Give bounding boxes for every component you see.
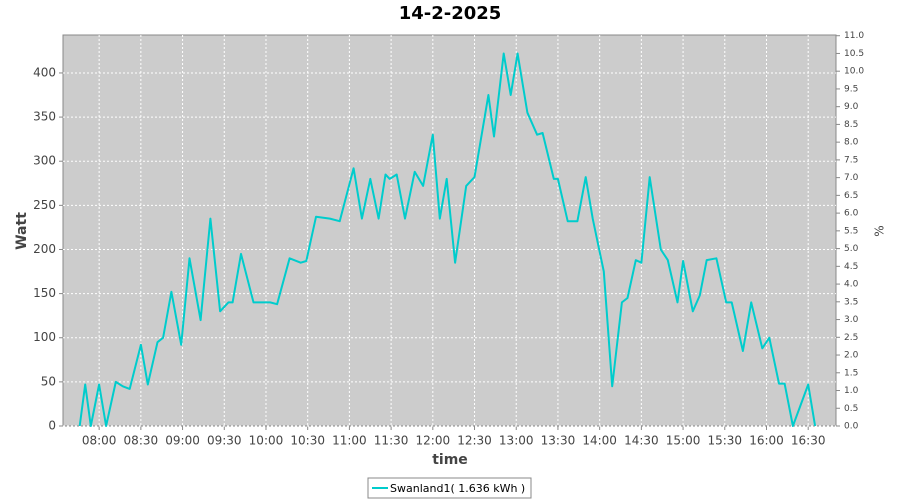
y2-tick-label: 9.5 bbox=[844, 84, 858, 94]
y2-tick-label: 6.0 bbox=[844, 209, 859, 219]
plot-area bbox=[62, 34, 837, 427]
x-tick-label: 16:00 bbox=[749, 434, 784, 448]
y2-tick-label: 4.5 bbox=[844, 262, 858, 272]
y-tick-label: 0 bbox=[48, 419, 56, 433]
x-tick-label: 10:30 bbox=[290, 434, 325, 448]
y-tick-label: 100 bbox=[33, 330, 56, 344]
y2-tick-label: 8.0 bbox=[844, 138, 859, 148]
y2-tick-label: 11.0 bbox=[844, 31, 864, 41]
legend-label: Swanland1( 1.636 kWh ) bbox=[390, 482, 525, 495]
y2-tick-label: 2.5 bbox=[844, 333, 858, 343]
x-tick-label: 11:00 bbox=[332, 434, 367, 448]
y-tick-label: 350 bbox=[33, 110, 56, 124]
x-axis-label: time bbox=[432, 452, 468, 468]
y2-tick-label: 9.0 bbox=[844, 102, 859, 112]
x-tick-label: 08:30 bbox=[124, 434, 159, 448]
y2-tick-label: 7.0 bbox=[844, 173, 859, 183]
y2-tick-label: 6.5 bbox=[844, 191, 858, 201]
y-tick-label: 200 bbox=[33, 242, 56, 256]
data-line bbox=[78, 52, 817, 427]
y2-tick-label: 0.5 bbox=[844, 404, 858, 414]
x-tick-label: 11:30 bbox=[374, 434, 409, 448]
x-tick-label: 16:30 bbox=[791, 434, 826, 448]
x-tick-label: 15:00 bbox=[666, 434, 701, 448]
y-tick-label: 300 bbox=[33, 154, 56, 168]
x-tick-label: 09:30 bbox=[207, 434, 242, 448]
x-tick-label: 13:00 bbox=[499, 434, 534, 448]
y-tick-label: 150 bbox=[33, 286, 56, 300]
y2-tick-label: 10.0 bbox=[844, 67, 864, 77]
x-tick-label: 08:00 bbox=[82, 434, 117, 448]
y-tick-label: 50 bbox=[41, 374, 56, 388]
y2-tick-label: 1.5 bbox=[844, 368, 858, 378]
y2-tick-label: 0.0 bbox=[844, 422, 859, 432]
x-tick-label: 14:00 bbox=[582, 434, 617, 448]
x-tick-label: 14:30 bbox=[624, 434, 659, 448]
y2-tick-label: 4.0 bbox=[844, 280, 859, 290]
x-tick-label: 12:30 bbox=[457, 434, 492, 448]
y2-tick-label: 8.5 bbox=[844, 120, 858, 130]
y2-tick-label: 3.0 bbox=[844, 315, 859, 325]
y2-tick-label: 5.0 bbox=[844, 244, 859, 254]
y2-tick-label: 1.0 bbox=[844, 386, 859, 396]
y2-tick-label: 5.5 bbox=[844, 226, 858, 236]
y2-tick-label: 10.5 bbox=[844, 49, 864, 59]
x-tick-label: 13:30 bbox=[541, 434, 576, 448]
y2-tick-label: 7.5 bbox=[844, 155, 858, 165]
chart-title: 14-2-2025 bbox=[399, 3, 502, 24]
x-tick-label: 15:30 bbox=[707, 434, 742, 448]
y2-tick-label: 2.0 bbox=[844, 351, 859, 361]
y2-tick-label: 3.5 bbox=[844, 297, 858, 307]
y2-axis-label: % bbox=[873, 225, 887, 236]
x-tick-label: 09:00 bbox=[165, 434, 200, 448]
x-tick-label: 10:00 bbox=[249, 434, 284, 448]
y-axis-label: Watt bbox=[14, 212, 30, 250]
legend bbox=[367, 477, 532, 499]
y-tick-label: 250 bbox=[33, 198, 56, 212]
y-tick-label: 400 bbox=[33, 65, 56, 79]
x-tick-label: 12:00 bbox=[416, 434, 451, 448]
